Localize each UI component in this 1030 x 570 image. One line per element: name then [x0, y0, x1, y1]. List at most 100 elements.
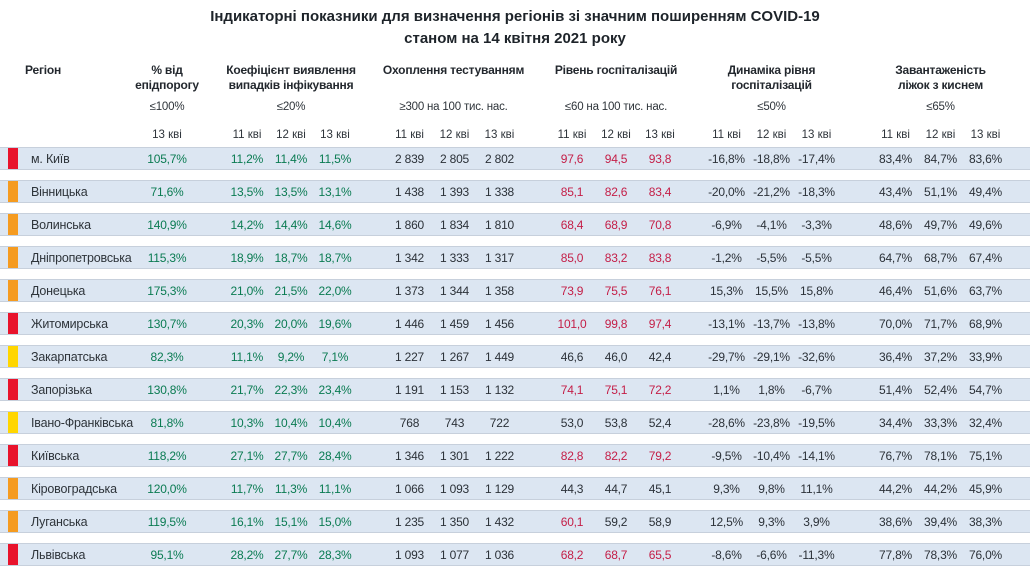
risk-level-marker: [8, 412, 18, 433]
dyn-value: -21,2%: [753, 184, 790, 199]
oxy-value: 48,6%: [878, 217, 913, 232]
threshold-label-coef: ≤20%: [276, 101, 306, 113]
coef-value: 13,5%: [230, 184, 264, 199]
date-label: 13 кві: [320, 129, 350, 141]
oxy-value: 68,7%: [923, 250, 958, 265]
dyn-value: 1,8%: [758, 382, 785, 397]
dyn-value: 3,9%: [803, 514, 830, 529]
hosp-value: 97,6: [560, 151, 584, 166]
dyn-value: 9,3%: [713, 481, 740, 496]
epid-value: 140,9%: [147, 217, 187, 232]
column-group-hospitalization-level: Рівень госпіталізацій: [554, 63, 678, 77]
table-header-groups: Регіон % від епідпорогу Коефіцієнт виявл…: [0, 63, 1030, 93]
region-cell: Вінницька: [0, 181, 125, 202]
hosp-value: 68,4: [560, 217, 584, 232]
dyn-value: -5,5%: [801, 250, 832, 265]
oxy-value: 78,3%: [923, 547, 958, 562]
date-label: 12 кві: [439, 129, 470, 141]
dyn-value: -13,1%: [708, 316, 745, 331]
region-name: Закарпатська: [31, 349, 108, 364]
page-title-line1: Індикаторні показники для визначення рег…: [210, 8, 820, 25]
test-value: 768: [399, 415, 420, 430]
table-row: Дніпропетровська 115,3% 18,9% 18,7% 18,7% 1 …: [0, 246, 1030, 269]
threshold-label-dyn: ≤50%: [757, 101, 786, 113]
date-label: 12 кві: [925, 129, 956, 141]
test-value: 1 449: [484, 349, 515, 364]
date-label: 13 кві: [484, 129, 515, 141]
dyn-value: -8,6%: [711, 547, 742, 562]
coef-value: 27,1%: [230, 448, 264, 463]
hosp-value: 82,8: [560, 448, 584, 463]
page-title-line2: станом на 14 квітня 2021 року: [404, 30, 626, 47]
table-row: Житомирська 130,7% 20,3% 20,0% 19,6% 1 446 1 …: [0, 312, 1030, 335]
date-label: 11 кві: [232, 129, 262, 141]
dyn-value: 15,5%: [754, 283, 789, 298]
dyn-value: 15,3%: [709, 283, 744, 298]
test-value: 1 834: [439, 217, 470, 232]
test-value: 1 860: [394, 217, 425, 232]
oxy-value: 68,9%: [968, 316, 1003, 331]
coef-value: 18,9%: [230, 250, 264, 265]
dyn-value: -6,6%: [756, 547, 787, 562]
oxy-value: 70,0%: [878, 316, 913, 331]
date-label: 12 кві: [756, 129, 787, 141]
coef-value: 13,1%: [318, 184, 352, 199]
test-value: 1 222: [484, 448, 515, 463]
region-name: Київська: [31, 448, 80, 463]
hosp-value: 99,8: [604, 316, 628, 331]
dyn-value: -5,5%: [756, 250, 787, 265]
test-value: 1 036: [484, 547, 515, 562]
oxy-value: 49,4%: [968, 184, 1003, 199]
hosp-value: 75,1: [604, 382, 628, 397]
hosp-value: 83,8: [648, 250, 672, 265]
coef-value: 14,6%: [318, 217, 352, 232]
oxy-value: 52,4%: [923, 382, 958, 397]
dyn-value: -16,8%: [708, 151, 745, 166]
region-name: Івано-Франківська: [31, 415, 134, 430]
oxy-value: 44,2%: [923, 481, 958, 496]
test-value: 1 077: [439, 547, 470, 562]
date-label: 11 кві: [881, 129, 910, 141]
hosp-value: 42,4: [648, 349, 672, 364]
oxy-value: 83,6%: [968, 151, 1003, 166]
table-header-dates: 13 кві 11 кві 12 кві 13 кві 11 кві 12 кв…: [0, 128, 1030, 142]
test-value: 1 093: [394, 547, 425, 562]
region-name: Луганська: [31, 514, 88, 529]
region-cell: Запорізька: [0, 379, 125, 400]
risk-level-marker: [8, 247, 18, 268]
dyn-value: -14,1%: [798, 448, 835, 463]
coef-value: 15,0%: [318, 514, 352, 529]
coef-value: 18,7%: [274, 250, 308, 265]
threshold-label-test: ≥300 на 100 тис. нас.: [399, 101, 508, 113]
threshold-label-hosp: ≤60 на 100 тис. нас.: [564, 101, 668, 113]
coef-value: 10,3%: [230, 415, 264, 430]
test-value: 1 432: [484, 514, 515, 529]
risk-level-marker: [8, 313, 18, 334]
coef-value: 13,5%: [274, 184, 308, 199]
test-value: 1 066: [394, 481, 425, 496]
table-row: Львівська 95,1% 28,2% 27,7% 28,3% 1 093 1 077…: [0, 543, 1030, 566]
test-value: 2 839: [394, 151, 425, 166]
threshold-label-oxy: ≤65%: [926, 101, 955, 113]
region-cell: м. Київ: [0, 148, 125, 169]
coef-value: 19,6%: [318, 316, 352, 331]
coef-value: 9,2%: [277, 349, 305, 364]
region-cell: Волинська: [0, 214, 125, 235]
region-cell: Донецька: [0, 280, 125, 301]
date-label: 13 кві: [801, 129, 832, 141]
test-value: 1 153: [439, 382, 470, 397]
dyn-value: -28,6%: [708, 415, 745, 430]
date-label: 11 кві: [395, 129, 424, 141]
table-header-thresholds: ≤100% ≤20% ≥300 на 100 тис. нас. ≤60 на …: [0, 100, 1030, 114]
coef-value: 14,2%: [230, 217, 264, 232]
dyn-value: 12,5%: [709, 514, 744, 529]
coef-value: 7,1%: [321, 349, 349, 364]
coef-value: 21,0%: [230, 283, 264, 298]
hosp-value: 52,4: [648, 415, 672, 430]
risk-level-marker: [8, 478, 18, 499]
region-name: Кіровоградська: [31, 481, 117, 496]
test-value: 1 191: [394, 382, 425, 397]
test-value: 722: [489, 415, 510, 430]
coef-value: 21,7%: [230, 382, 264, 397]
epid-value: 119,5%: [147, 514, 187, 529]
